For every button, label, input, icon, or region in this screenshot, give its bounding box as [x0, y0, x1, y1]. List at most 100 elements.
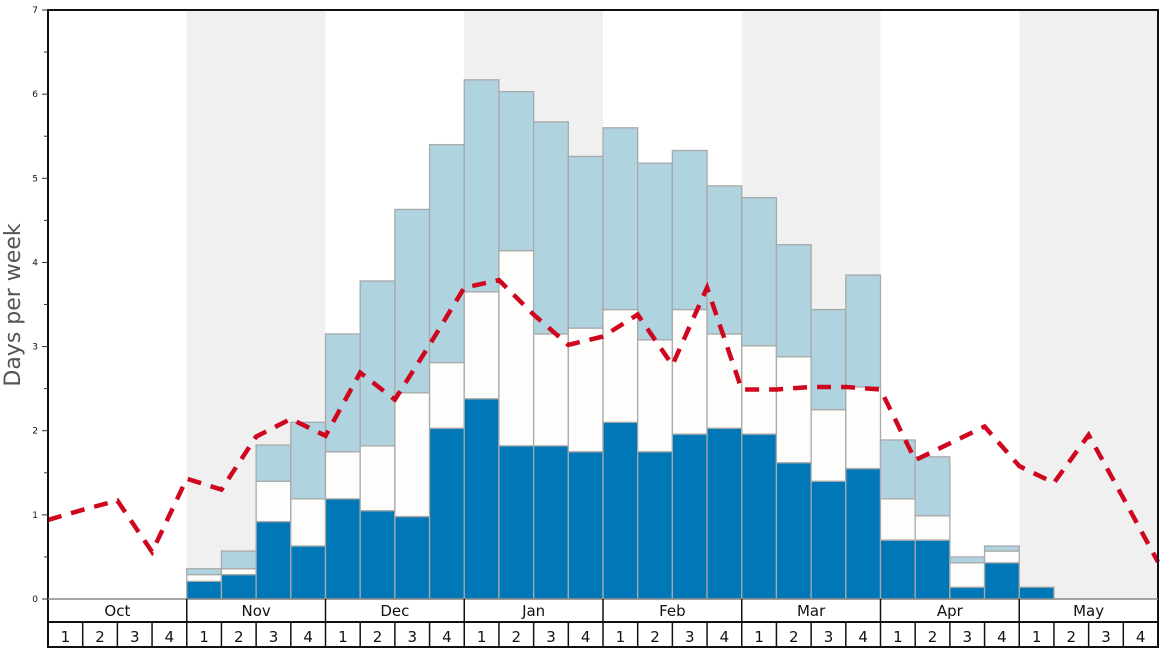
bar-segment	[671, 433, 708, 600]
bar-segment	[463, 79, 500, 293]
bar-segment	[949, 586, 986, 600]
y-tick-label: 2	[32, 427, 38, 437]
week-label: 1	[338, 628, 348, 646]
bar-segment	[220, 550, 257, 570]
bar-segment	[324, 498, 361, 600]
week-label: 3	[130, 628, 140, 646]
bar-segment	[879, 498, 916, 541]
bar-segment	[532, 333, 569, 447]
month-label-feb: Feb	[659, 602, 686, 620]
y-tick-label: 6	[32, 90, 38, 100]
bar-segment	[532, 445, 569, 600]
bar-segment	[394, 208, 431, 394]
week-label: 2	[789, 628, 799, 646]
bar-segment	[186, 568, 223, 576]
bar-segment	[602, 127, 639, 311]
week-label: 3	[546, 628, 556, 646]
bar-segment	[845, 274, 882, 388]
week-label: 3	[962, 628, 972, 646]
bar-segment	[290, 545, 327, 600]
bar-segment	[983, 545, 1020, 552]
month-label-apr: Apr	[937, 602, 964, 620]
week-label: 1	[61, 628, 71, 646]
bar-segment	[914, 456, 951, 517]
bar-segment	[428, 427, 465, 600]
week-label: 1	[616, 628, 626, 646]
axes: 0 1 2 3 4 5 6 7 Oct 1 2 3 4 Nov 1 2 3 4 Dec 1 2 3 4 Jan 1 2 3 4 Feb 1…	[32, 6, 1159, 648]
bar-segment	[498, 90, 535, 252]
week-label: 4	[720, 628, 730, 646]
bar-segment	[255, 520, 292, 600]
bar-segment	[810, 480, 847, 600]
bar-segment	[775, 244, 812, 358]
bar-segment	[1018, 586, 1055, 600]
bar-segment	[359, 509, 396, 600]
week-label: 4	[1136, 628, 1146, 646]
month-label-nov: Nov	[241, 602, 270, 620]
bar-segment	[359, 280, 396, 447]
week-label: 2	[512, 628, 522, 646]
week-label: 3	[269, 628, 279, 646]
bar-segment	[463, 291, 500, 400]
week-label: 4	[303, 628, 313, 646]
bar-segment	[637, 162, 674, 341]
week-label: 1	[754, 628, 764, 646]
bar-segment	[428, 143, 465, 364]
bar-segment	[359, 445, 396, 512]
bar-segment	[775, 356, 812, 464]
bar-segment	[428, 361, 465, 429]
bar-segment	[186, 573, 223, 582]
bar-segment	[949, 556, 986, 564]
bar-segment	[394, 392, 431, 518]
bar-segment	[810, 308, 847, 411]
bar-segment	[706, 427, 743, 600]
bar-segment	[567, 155, 604, 329]
week-label: 2	[234, 628, 244, 646]
bar-segment	[637, 451, 674, 600]
bar-segment	[741, 433, 778, 600]
bar-segment	[810, 409, 847, 482]
bar-segment	[324, 333, 361, 453]
bar-segment	[671, 308, 708, 435]
bar-segment	[637, 339, 674, 453]
average-line	[47, 277, 1160, 564]
bar-segment	[532, 121, 569, 335]
bar-segment	[914, 539, 951, 600]
bar-segment	[567, 327, 604, 453]
bar-segment	[498, 249, 535, 447]
bar-segment	[602, 421, 639, 600]
month-label-dec: Dec	[380, 602, 409, 620]
week-label: 1	[199, 628, 209, 646]
bar-segment	[324, 451, 361, 500]
week-label: 4	[165, 628, 175, 646]
bars	[186, 79, 1055, 600]
month-label-oct: Oct	[104, 602, 130, 620]
week-label: 4	[997, 628, 1007, 646]
week-label: 2	[650, 628, 660, 646]
bar-segment	[983, 562, 1020, 600]
bar-segment	[567, 451, 604, 600]
bar-segment	[879, 539, 916, 600]
week-label: 3	[1101, 628, 1111, 646]
y-tick-label: 3	[32, 343, 38, 353]
week-label: 1	[1032, 628, 1042, 646]
bar-segment	[845, 386, 882, 470]
week-label: 4	[581, 628, 591, 646]
bar-segment	[186, 580, 223, 600]
bar-segment	[255, 480, 292, 523]
week-label: 2	[928, 628, 938, 646]
month-label-may: May	[1073, 602, 1104, 620]
bar-segment	[949, 562, 986, 588]
y-tick-label: 7	[32, 6, 38, 16]
y-tick-label: 5	[32, 174, 38, 184]
bar-segment	[290, 498, 327, 547]
week-label: 3	[685, 628, 695, 646]
bar-segment	[845, 467, 882, 600]
bar-segment	[463, 398, 500, 600]
week-label: 4	[858, 628, 868, 646]
y-tick-label: 4	[32, 258, 38, 268]
week-label: 3	[824, 628, 834, 646]
average-line-path	[47, 277, 1160, 564]
week-label: 2	[95, 628, 105, 646]
